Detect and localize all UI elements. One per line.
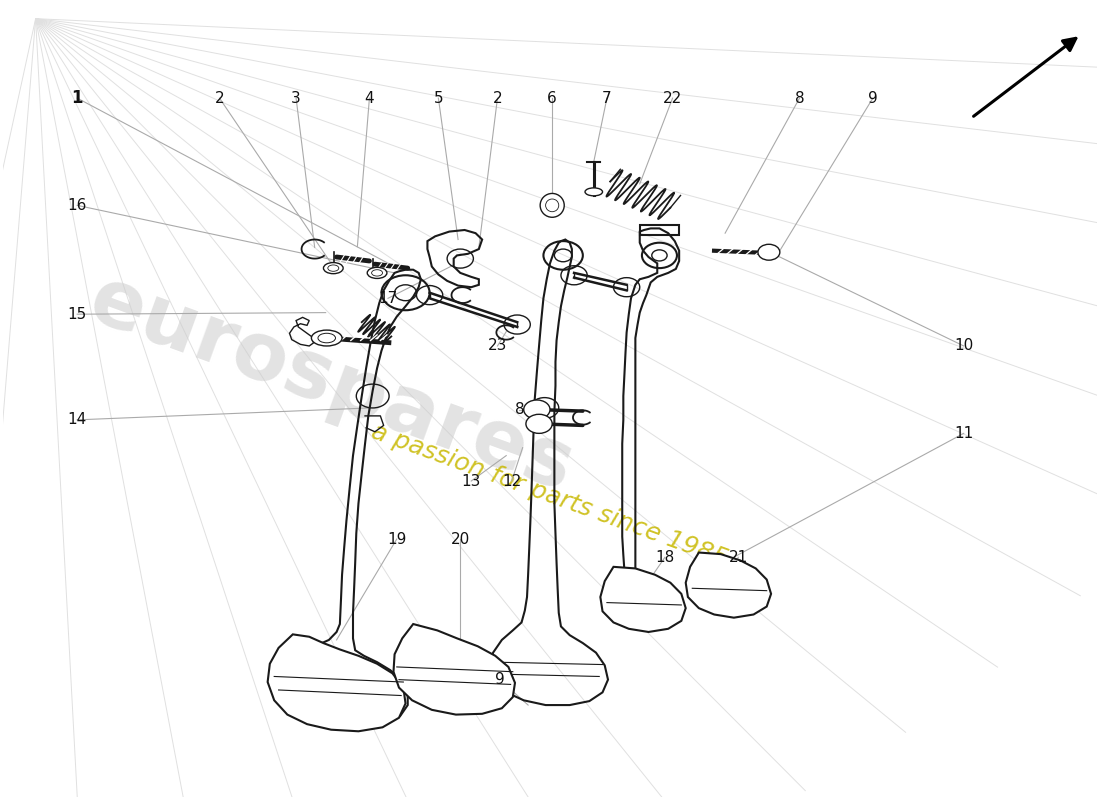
- Polygon shape: [267, 634, 406, 731]
- Text: a passion for parts since 1985: a passion for parts since 1985: [368, 419, 732, 571]
- Text: 5: 5: [433, 90, 443, 106]
- Text: 3: 3: [292, 90, 301, 106]
- Text: 14: 14: [67, 412, 87, 427]
- Polygon shape: [685, 553, 771, 618]
- Text: 2: 2: [493, 90, 503, 106]
- Text: 16: 16: [67, 198, 87, 213]
- Ellipse shape: [367, 267, 387, 278]
- Circle shape: [758, 244, 780, 260]
- Ellipse shape: [323, 262, 343, 274]
- Text: 15: 15: [67, 306, 87, 322]
- Text: 2: 2: [214, 90, 224, 106]
- Text: 11: 11: [954, 426, 974, 441]
- Text: 7: 7: [602, 90, 612, 106]
- Text: 10: 10: [954, 338, 974, 354]
- Text: 6: 6: [548, 90, 557, 106]
- Text: 22: 22: [663, 90, 682, 106]
- Text: 12: 12: [502, 474, 521, 489]
- Text: 20: 20: [451, 531, 470, 546]
- Text: 13: 13: [462, 474, 481, 489]
- Text: 18: 18: [656, 550, 674, 565]
- Text: 21: 21: [728, 550, 748, 565]
- Circle shape: [526, 414, 552, 434]
- Text: 8: 8: [794, 90, 804, 106]
- Text: 17: 17: [378, 291, 397, 306]
- Ellipse shape: [311, 330, 342, 346]
- Polygon shape: [601, 567, 685, 632]
- Ellipse shape: [540, 194, 564, 218]
- Polygon shape: [394, 624, 515, 714]
- Text: 19: 19: [387, 531, 407, 546]
- Text: 9: 9: [868, 90, 878, 106]
- Ellipse shape: [585, 188, 603, 196]
- Text: eurospares: eurospares: [78, 260, 584, 508]
- Text: 9: 9: [495, 672, 505, 687]
- Text: 23: 23: [487, 338, 507, 354]
- Text: 4: 4: [364, 90, 374, 106]
- Circle shape: [524, 400, 550, 419]
- Text: 8: 8: [515, 402, 525, 417]
- Text: 1: 1: [72, 89, 82, 107]
